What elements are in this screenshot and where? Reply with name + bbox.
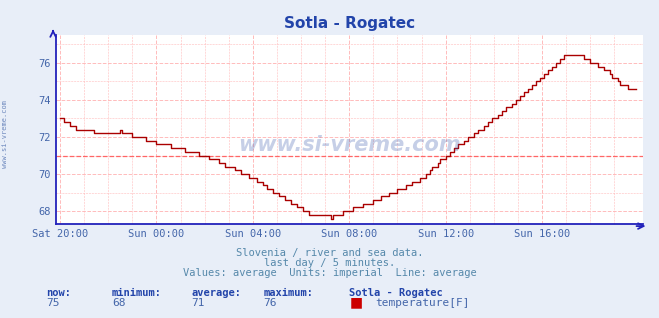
Text: last day / 5 minutes.: last day / 5 minutes. xyxy=(264,258,395,268)
Text: Values: average  Units: imperial  Line: average: Values: average Units: imperial Line: av… xyxy=(183,268,476,278)
Text: 75: 75 xyxy=(46,298,59,308)
Text: temperature[F]: temperature[F] xyxy=(376,298,470,308)
Text: 68: 68 xyxy=(112,298,125,308)
Text: www.si-vreme.com: www.si-vreme.com xyxy=(238,135,461,155)
Text: www.si-vreme.com: www.si-vreme.com xyxy=(2,100,9,168)
Title: Sotla - Rogatec: Sotla - Rogatec xyxy=(284,16,415,31)
Text: average:: average: xyxy=(191,288,241,298)
Text: 76: 76 xyxy=(264,298,277,308)
Text: ■: ■ xyxy=(349,295,362,309)
Text: 71: 71 xyxy=(191,298,204,308)
Text: Sotla - Rogatec: Sotla - Rogatec xyxy=(349,288,443,298)
Text: minimum:: minimum: xyxy=(112,288,162,298)
Text: maximum:: maximum: xyxy=(264,288,314,298)
Text: Slovenia / river and sea data.: Slovenia / river and sea data. xyxy=(236,248,423,258)
Text: now:: now: xyxy=(46,288,71,298)
